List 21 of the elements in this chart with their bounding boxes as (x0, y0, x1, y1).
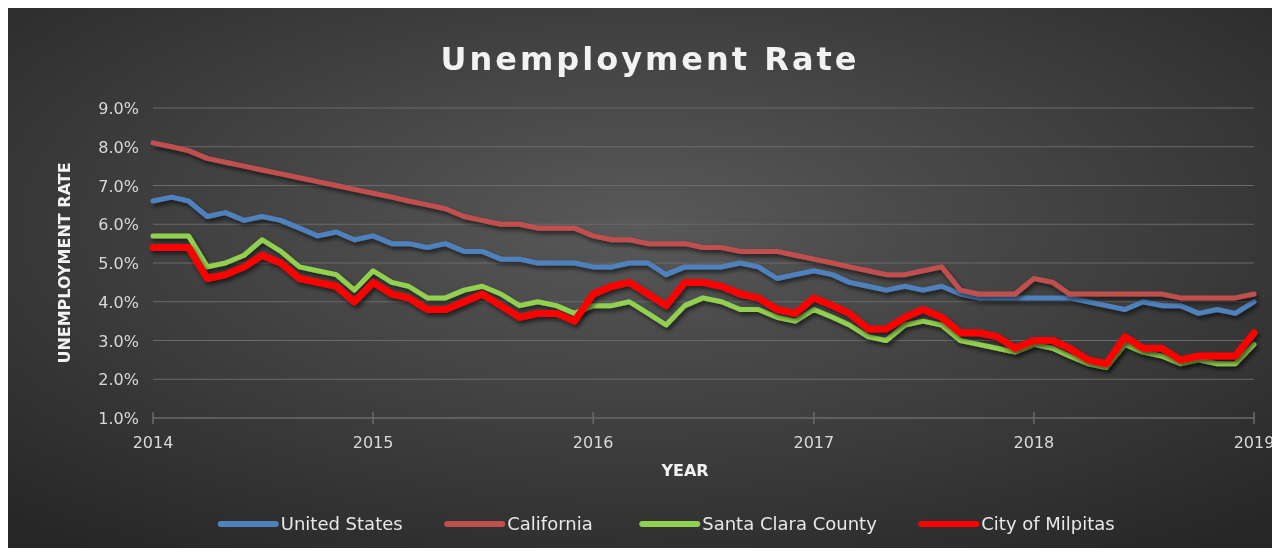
legend-label: City of Milpitas (981, 513, 1115, 534)
y-tick-label: 5.0% (98, 254, 139, 273)
y-tick-label: 1.0% (98, 409, 139, 428)
x-tick-label: 2016 (572, 433, 614, 452)
x-tick-label: 2017 (793, 433, 835, 452)
x-tick-label: 2014 (132, 433, 174, 452)
y-tick-label: 7.0% (98, 176, 139, 196)
chart-title: Unemployment Rate (440, 40, 860, 78)
y-axis-title: UNEMPLOYMENT RATE (55, 162, 74, 364)
x-tick-label: 2018 (1013, 433, 1055, 452)
y-tick-label: 3.0% (98, 331, 139, 351)
legend-label: California (507, 513, 593, 534)
y-tick-label: 8.0% (98, 137, 139, 157)
y-tick-label: 6.0% (98, 215, 139, 235)
legend-label: United States (280, 513, 403, 534)
legend-label: Santa Clara County (702, 513, 878, 534)
x-tick-label: 2015 (352, 433, 394, 452)
y-tick-label: 2.0% (98, 370, 139, 390)
x-axis-title: YEAR (660, 461, 709, 480)
y-tick-label: 4.0% (98, 292, 139, 312)
y-tick-label: 9.0% (98, 99, 139, 118)
